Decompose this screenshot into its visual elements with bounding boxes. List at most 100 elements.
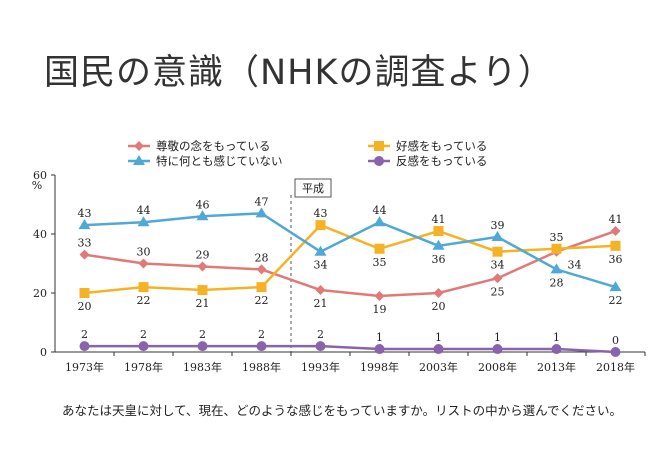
legend-marker (374, 156, 384, 166)
data-label: 33 (78, 237, 92, 250)
legend-label: 反感をもっている (396, 154, 487, 168)
x-tick-label: 2018年 (596, 360, 635, 374)
data-label: 44 (373, 204, 387, 217)
data-label: 34 (314, 259, 328, 272)
y-tick-label: 40 (33, 228, 47, 241)
data-label: 22 (137, 294, 151, 307)
x-tick-label: 2013年 (537, 360, 576, 374)
data-point (492, 246, 503, 257)
legend-label: 尊敬の念をもっている (156, 139, 270, 153)
data-point (197, 341, 208, 352)
data-point (610, 347, 621, 357)
data-label: 36 (609, 253, 623, 266)
x-tick-label: 1978年 (124, 360, 163, 374)
data-label: 1 (376, 331, 383, 344)
data-label: 2 (258, 328, 265, 341)
x-tick-label: 1998年 (360, 360, 399, 374)
data-point (610, 240, 621, 251)
data-label: 35 (550, 231, 564, 244)
data-point (78, 219, 91, 230)
data-point (374, 290, 385, 301)
data-point (492, 344, 503, 355)
data-label: 20 (432, 300, 446, 313)
data-point (315, 341, 326, 352)
data-label: 34 (491, 259, 505, 272)
x-tick-label: 1983年 (183, 360, 222, 374)
series-line (84, 229, 616, 298)
data-point (433, 288, 444, 298)
data-point (138, 258, 149, 269)
data-point (79, 341, 90, 352)
page-title: 国民の意識（NHKの調査より） (44, 53, 554, 93)
data-label: 34 (568, 259, 582, 272)
data-label: 25 (491, 285, 505, 298)
data-label: 44 (137, 204, 151, 217)
data-point (138, 282, 149, 293)
data-point (196, 210, 209, 221)
data-label: 1 (494, 331, 501, 344)
data-point (373, 216, 386, 227)
legend-marker (133, 155, 145, 165)
data-point (255, 207, 268, 218)
data-point (492, 273, 503, 284)
data-label: 2 (199, 328, 206, 341)
data-point (491, 230, 504, 241)
data-label: 2 (81, 328, 88, 341)
data-label: 47 (255, 195, 269, 208)
y-tick-label: 0 (40, 346, 47, 359)
data-label: 2 (317, 328, 324, 341)
x-tick-label: 2008年 (478, 360, 517, 374)
data-point (197, 285, 208, 296)
data-label: 43 (78, 207, 92, 220)
data-point (433, 226, 444, 237)
data-label: 0 (612, 334, 619, 347)
data-point (314, 245, 327, 256)
data-point (138, 341, 149, 352)
data-point (551, 344, 562, 355)
x-tick-label: 1988年 (242, 360, 281, 374)
data-label: 39 (491, 219, 505, 232)
data-label: 30 (137, 246, 151, 259)
data-point (256, 341, 267, 352)
data-label: 41 (432, 213, 446, 226)
data-point (137, 216, 150, 227)
x-tick-label: 1973年 (65, 360, 104, 374)
data-label: 22 (255, 294, 269, 307)
y-unit-label: % (32, 179, 42, 192)
data-point (197, 261, 208, 272)
data-point (551, 243, 562, 254)
x-tick-label: 1993年 (301, 360, 340, 374)
data-label: 21 (196, 297, 210, 310)
data-label: 20 (78, 300, 92, 313)
data-point (550, 263, 563, 274)
legend-marker (134, 141, 144, 151)
survey-question: あなたは天皇に対して、現在、どのような感じをもっていますか。リストの中から選んで… (62, 403, 623, 418)
legend-marker (374, 141, 384, 151)
data-label: 2 (140, 328, 147, 341)
data-label: 19 (373, 303, 387, 316)
data-label: 28 (255, 251, 269, 264)
data-point (315, 285, 326, 296)
legend-label: 好感をもっている (396, 139, 487, 153)
data-label: 22 (609, 294, 623, 307)
data-point (610, 226, 621, 237)
y-tick-label: 60 (33, 169, 47, 182)
data-point (609, 281, 622, 292)
y-tick-label: 20 (33, 287, 47, 300)
data-point (374, 344, 385, 355)
data-label: 28 (550, 276, 564, 289)
data-label: 46 (196, 198, 210, 211)
data-label: 29 (196, 248, 210, 261)
data-label: 43 (314, 207, 328, 220)
data-point (79, 288, 90, 298)
data-point (79, 249, 90, 260)
data-point (256, 282, 267, 293)
series-line (84, 344, 616, 354)
data-label: 21 (314, 297, 328, 310)
data-label: 1 (435, 331, 442, 344)
era-box (294, 178, 332, 198)
data-point (433, 344, 444, 355)
data-point (432, 239, 445, 250)
data-label: 41 (609, 213, 623, 226)
